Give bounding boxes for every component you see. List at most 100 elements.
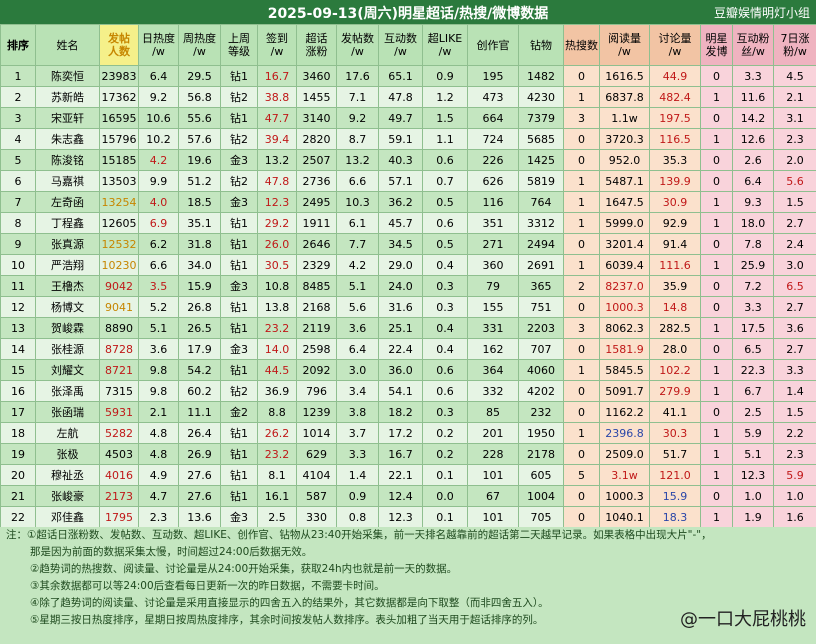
title-bar: 2025-09-13(周六)明星超话/热搜/微博数据 豆瓣娱情明灯小组 — [0, 0, 816, 24]
cell-name: 陈浚铭 — [35, 149, 100, 171]
cell-daily-heat: 5.1 — [138, 317, 179, 339]
cell-daily-heat: 4.0 — [138, 191, 179, 213]
cell-discussions: 92.9 — [649, 212, 701, 234]
table-body: 1 陈奕恒 23983 6.4 29.5 钻1 16.7 3460 17.6 65.1 0.9 195… — [0, 65, 816, 549]
cell-weekly-heat: 31.8 — [178, 233, 221, 255]
cell-post-users: 8728 — [99, 338, 139, 360]
cell-hot-search-count: 0 — [563, 338, 600, 360]
cell-interactive-fans: 1.0 — [732, 485, 774, 507]
header-fans-gain: 超话 涨粉 — [296, 24, 337, 66]
cell-discussions: 35.3 — [649, 149, 701, 171]
cell-interactive-fans: 14.2 — [732, 107, 774, 129]
cell-fans-gain: 8485 — [296, 275, 337, 297]
cell-checkin: 8.1 — [257, 464, 297, 486]
cell-rank: 22 — [0, 506, 36, 528]
cell-last-week-level: 钻1 — [220, 464, 258, 486]
page-title: 2025-09-13(周六)明星超话/热搜/微博数据 — [267, 6, 549, 22]
cell-hot-search-count: 1 — [563, 212, 600, 234]
cell-discussions: 30.9 — [649, 191, 701, 213]
cell-daily-heat: 3.6 — [138, 338, 179, 360]
table-row: 20 穆祉丞 4016 4.9 27.6 钻1 8.1 4104 1.4 22.1 0.1 101 60… — [0, 464, 816, 486]
cell-post-users: 4503 — [99, 443, 139, 465]
cell-posts: 4.2 — [336, 254, 379, 276]
cell-rank: 2 — [0, 86, 36, 108]
cell-last-week-level: 金3 — [220, 191, 258, 213]
cell-interactions: 34.5 — [378, 233, 423, 255]
cell-super-like: 0.5 — [422, 233, 468, 255]
cell-interactions: 47.8 — [378, 86, 423, 108]
cell-posts: 7.7 — [336, 233, 379, 255]
cell-seven-day-fans: 2.7 — [773, 212, 816, 234]
cell-super-like: 0.2 — [422, 443, 468, 465]
cell-hot-search-count: 2 — [563, 275, 600, 297]
cell-hot-search-count: 1 — [563, 422, 600, 444]
cell-name: 邓佳鑫 — [35, 506, 100, 528]
cell-reads: 5845.5 — [599, 359, 650, 381]
cell-creators: 331 — [467, 317, 519, 339]
header-posts: 发帖数/w — [336, 24, 379, 66]
header-seven-day-fans: 7日涨 粉/w — [773, 24, 816, 66]
cell-checkin: 47.7 — [257, 107, 297, 129]
header-super-like: 超LIKE/w — [422, 24, 468, 66]
cell-checkin: 8.8 — [257, 401, 297, 423]
cell-fans-gain: 2168 — [296, 296, 337, 318]
cell-weekly-heat: 35.1 — [178, 212, 221, 234]
header-weekly-heat: 周热度/w — [178, 24, 221, 66]
cell-fans-gain: 330 — [296, 506, 337, 528]
cell-checkin: 38.8 — [257, 86, 297, 108]
cell-weekly-heat: 19.6 — [178, 149, 221, 171]
cell-interactive-fans: 2.6 — [732, 149, 774, 171]
cell-interactions: 12.4 — [378, 485, 423, 507]
cell-interactions: 59.1 — [378, 128, 423, 150]
cell-creators: 162 — [467, 338, 519, 360]
cell-creators: 201 — [467, 422, 519, 444]
cell-diamond-gifts: 1004 — [518, 485, 564, 507]
cell-reads: 1000.3 — [599, 296, 650, 318]
cell-interactions: 40.3 — [378, 149, 423, 171]
cell-creators: 724 — [467, 128, 519, 150]
cell-seven-day-fans: 5.6 — [773, 170, 816, 192]
cell-fans-gain: 1911 — [296, 212, 337, 234]
cell-interactive-fans: 17.5 — [732, 317, 774, 339]
cell-interactive-fans: 5.9 — [732, 422, 774, 444]
cell-reads: 8062.3 — [599, 317, 650, 339]
cell-diamond-gifts: 705 — [518, 506, 564, 528]
cell-super-like: 0.3 — [422, 275, 468, 297]
ranking-table: 排序 姓名 发帖 人数 日热度/w 周热度/w 上周 等级 签到/w 超话 涨粉 发帖数/w 互动数/w… — [0, 24, 816, 549]
cell-discussions: 91.4 — [649, 233, 701, 255]
cell-hot-search-count: 1 — [563, 254, 600, 276]
table-row: 21 张峻豪 2173 4.7 27.6 钻1 16.1 587 0.9 12.4 0.0 67 100… — [0, 485, 816, 507]
cell-name: 贺峻霖 — [35, 317, 100, 339]
cell-diamond-gifts: 605 — [518, 464, 564, 486]
cell-name: 严浩翔 — [35, 254, 100, 276]
cell-daily-heat: 10.6 — [138, 107, 179, 129]
cell-star-posts: 0 — [700, 338, 733, 360]
cell-name: 刘耀文 — [35, 359, 100, 381]
table-row: 17 张函瑞 5931 2.1 11.1 金2 8.8 1239 3.8 18.2 0.3 85 232… — [0, 401, 816, 423]
cell-rank: 12 — [0, 296, 36, 318]
cell-weekly-heat: 55.6 — [178, 107, 221, 129]
cell-posts: 6.4 — [336, 338, 379, 360]
table-row: 3 宋亚轩 16595 10.6 55.6 钻1 47.7 3140 9.2 49.7 1.5 664… — [0, 107, 816, 129]
cell-weekly-heat: 26.8 — [178, 296, 221, 318]
cell-interactions: 49.7 — [378, 107, 423, 129]
cell-reads: 1162.2 — [599, 401, 650, 423]
cell-reads: 6039.4 — [599, 254, 650, 276]
cell-interactive-fans: 9.3 — [732, 191, 774, 213]
cell-super-like: 1.1 — [422, 128, 468, 150]
cell-name: 张真源 — [35, 233, 100, 255]
cell-last-week-level: 金2 — [220, 401, 258, 423]
cell-post-users: 23983 — [99, 65, 139, 87]
cell-last-week-level: 钻1 — [220, 212, 258, 234]
cell-interactions: 45.7 — [378, 212, 423, 234]
cell-fans-gain: 2119 — [296, 317, 337, 339]
cell-checkin: 2.5 — [257, 506, 297, 528]
cell-reads: 5091.7 — [599, 380, 650, 402]
header-last-week-level: 上周 等级 — [220, 24, 258, 66]
header-name: 姓名 — [35, 24, 100, 66]
note-4: ④除了趋势词的阅读量、讨论量是采用直接显示的四舍五入的结果外，其它数据都是向下取… — [30, 597, 549, 609]
cell-super-like: 0.5 — [422, 191, 468, 213]
cell-reads: 1.1w — [599, 107, 650, 129]
cell-posts: 17.6 — [336, 65, 379, 87]
cell-daily-heat: 2.1 — [138, 401, 179, 423]
